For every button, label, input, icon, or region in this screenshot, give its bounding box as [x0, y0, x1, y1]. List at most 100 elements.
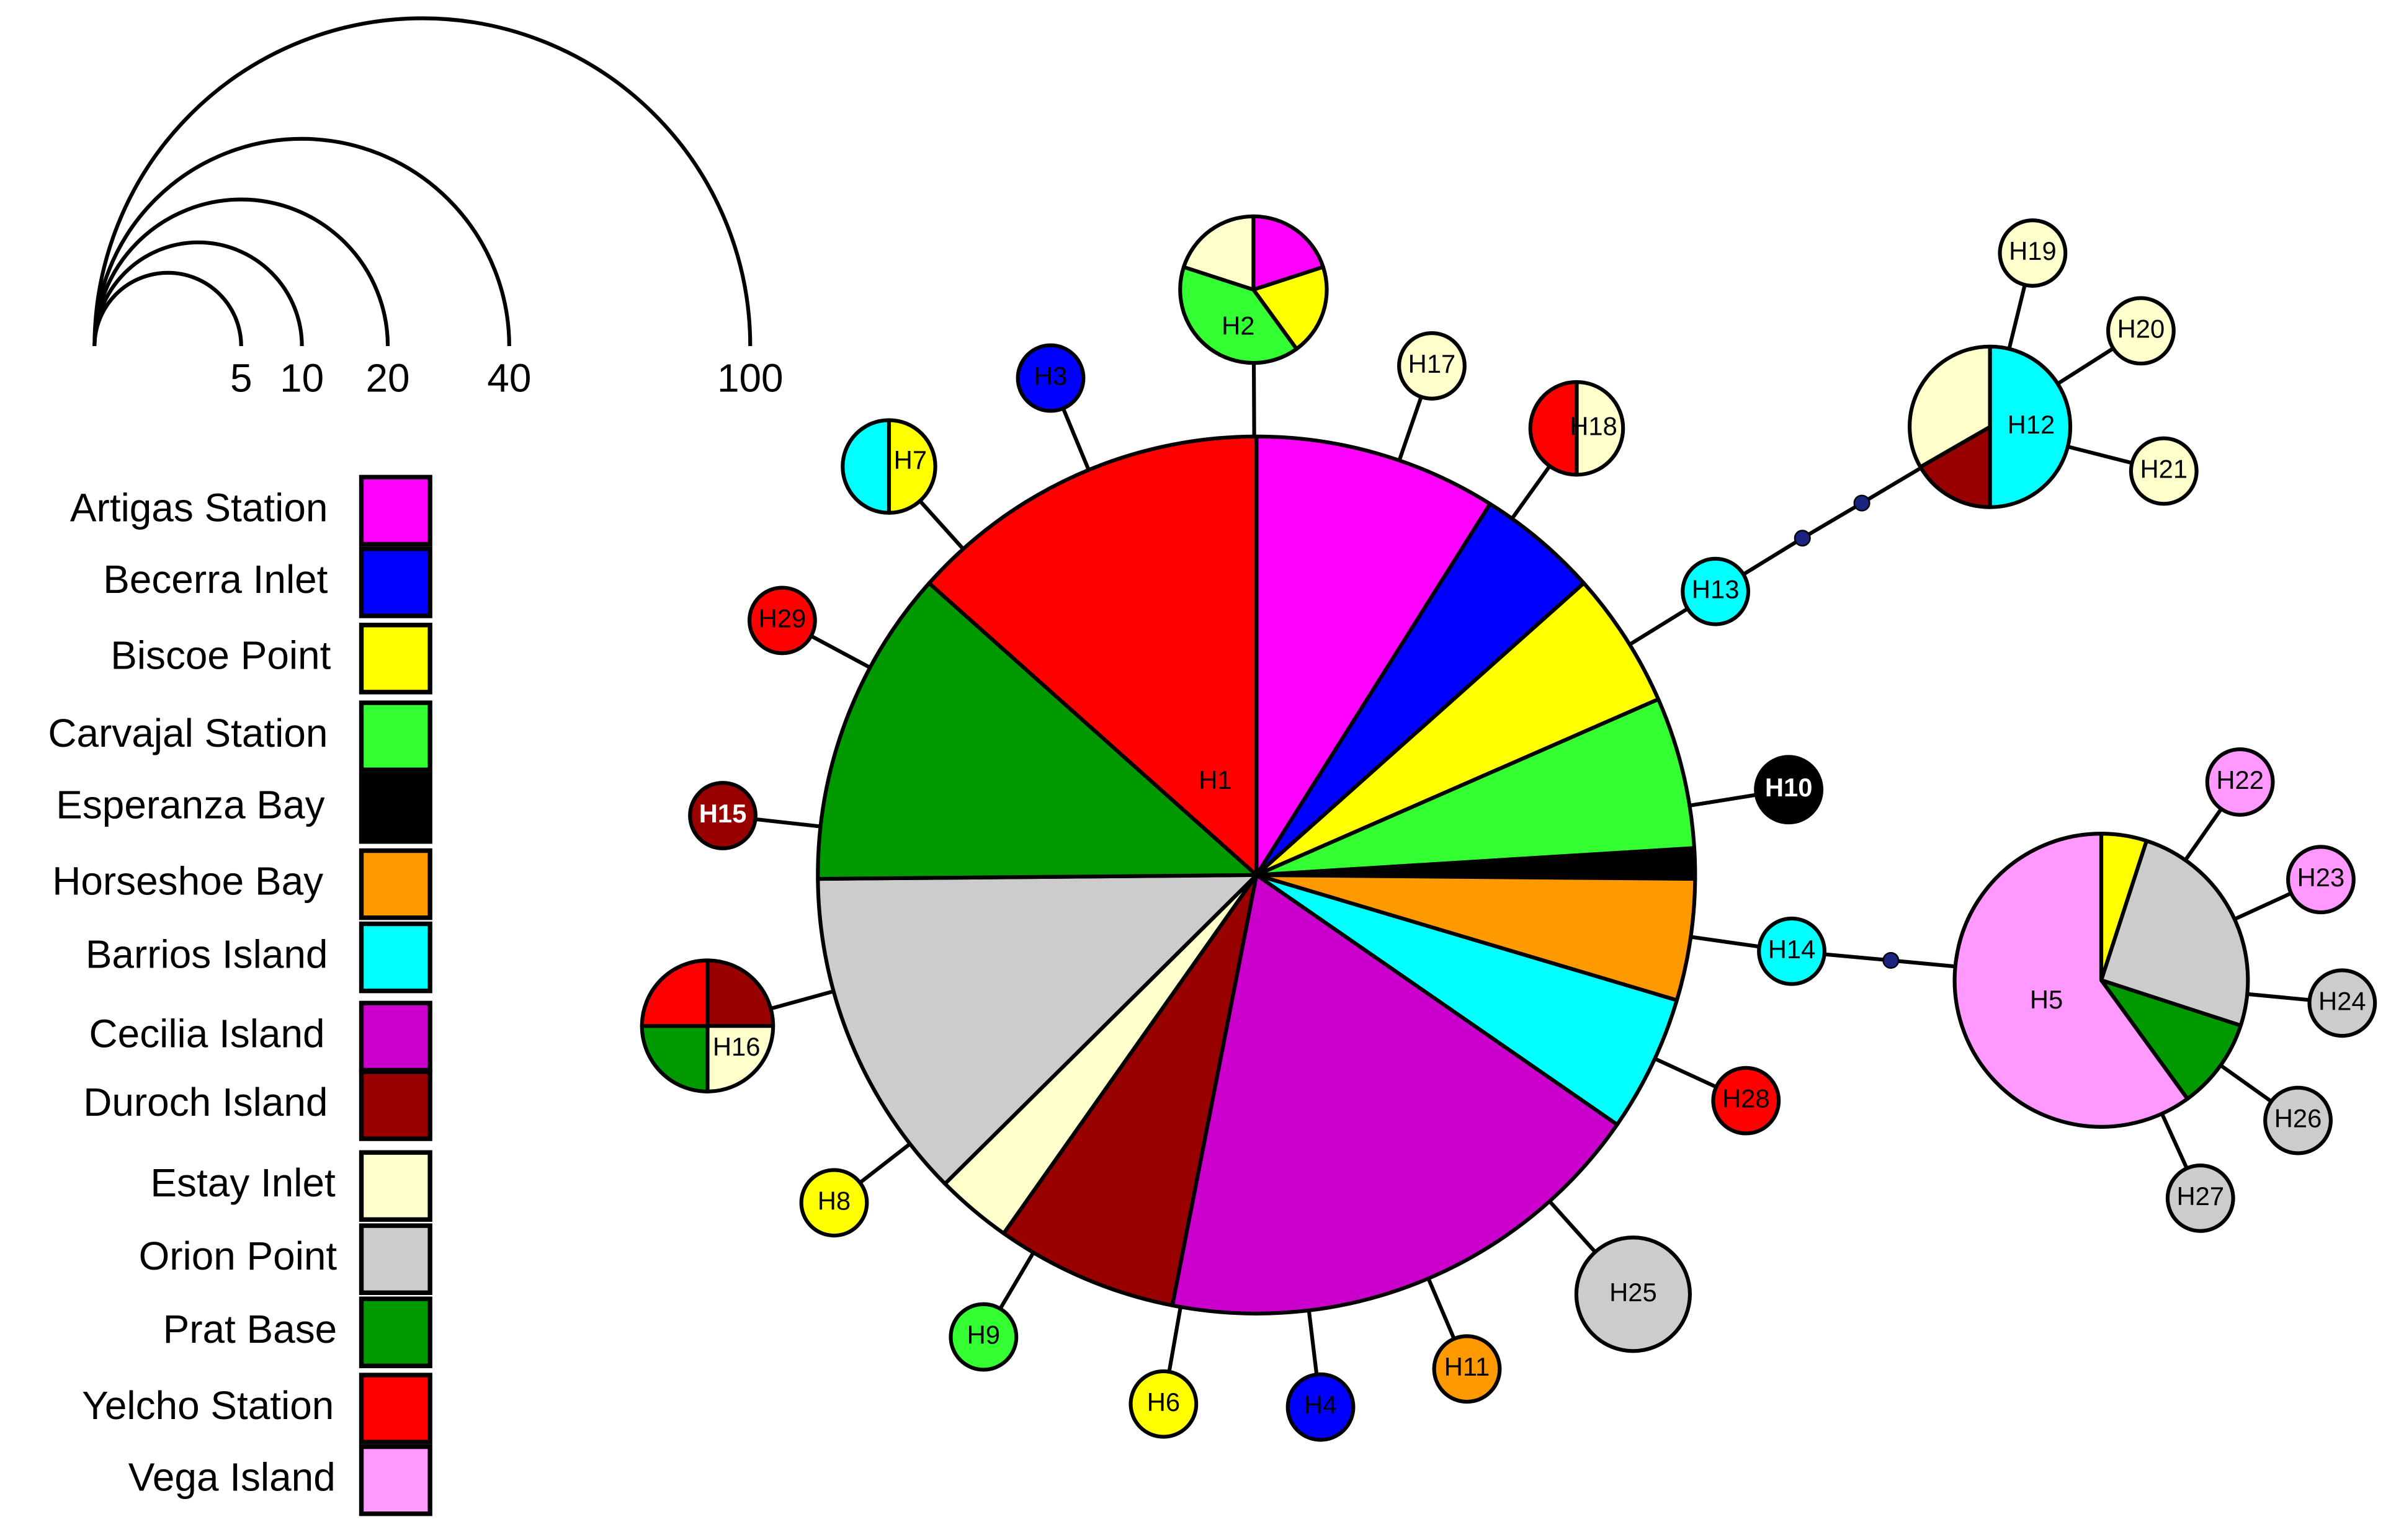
haplotype-label: H2: [1222, 311, 1254, 340]
haplotype-label: H15: [699, 799, 747, 828]
haplotype-slice: [1397, 331, 1467, 401]
haplotype-slice: [640, 1024, 710, 1093]
legend-label: Barrios Island: [86, 932, 328, 976]
haplotype-label: H21: [2140, 455, 2188, 484]
haplotype-slice: [1918, 425, 1992, 509]
legend-swatch: [359, 1296, 432, 1368]
haplotype-label: H18: [1570, 412, 1617, 441]
haplotype-slice: [816, 873, 1259, 1186]
legend-label: Prat Base: [163, 1307, 337, 1351]
haplotype-slice: [1254, 873, 1679, 1127]
nodes: H1 H2 H3 H4 H5 H6 H7 H8 H9 H10 H11 H12 H13 H14 H15 H16 H…: [640, 214, 2377, 1442]
haplotype-slice: [2165, 1164, 2235, 1233]
haplotype-slice: [2263, 1085, 2333, 1155]
haplotype-slice: [1181, 214, 1256, 292]
median-vector: [1882, 951, 1900, 969]
legend-swatch: [359, 1069, 432, 1141]
haplotype-label: H12: [2008, 410, 2055, 439]
haplotype-slice: [2099, 978, 2243, 1101]
haplotype-label: H5: [2030, 985, 2063, 1014]
haplotype-slice: [1432, 1334, 1502, 1404]
haplotype-slice: [2106, 296, 2176, 366]
haplotype-slice: [816, 581, 1259, 881]
haplotype-label: H7: [894, 445, 927, 474]
size-scale: 5 10 20 40 100: [92, 16, 784, 400]
haplotype-label: H19: [2009, 236, 2057, 265]
haplotype-label: H23: [2297, 863, 2345, 892]
legend-label: Estay Inlet: [150, 1160, 336, 1205]
haplotype-slice: [927, 434, 1259, 877]
legend-swatch: [359, 623, 432, 695]
haplotype-slice: [2129, 436, 2199, 506]
legend-label: Vega Island: [128, 1455, 336, 1500]
haplotype-label: H1: [1199, 765, 1231, 794]
scale-arc: [92, 240, 304, 346]
haplotype-slice: [747, 585, 817, 656]
haplotype-label: H17: [1408, 349, 1456, 378]
haplotype-slice: [2099, 839, 2250, 1028]
haplotype-label: H25: [1609, 1278, 1657, 1307]
haplotype-slice: [799, 1168, 869, 1238]
haplotype-label: H13: [1692, 575, 1740, 604]
scale-arc: [92, 197, 390, 346]
haplotype-slice: [1178, 265, 1298, 365]
haplotype-label: H9: [967, 1320, 1000, 1350]
legend-swatch: [359, 1444, 432, 1516]
haplotype-slice: [2286, 845, 2356, 915]
haplotype-slice: [887, 418, 937, 515]
legend-swatch: [359, 921, 432, 994]
scale-arc: [92, 270, 243, 346]
scale-label: 10: [280, 355, 324, 400]
legend-swatch: [359, 1150, 432, 1222]
legend-label: Cecilia Island: [89, 1011, 325, 1056]
haplotype-slice: [1251, 265, 1329, 351]
haplotype-slice: [1254, 434, 1492, 877]
legend-swatch: [359, 700, 432, 772]
haplotype-slice: [1254, 502, 1586, 877]
scale-arc: [92, 136, 511, 346]
scale-arc: [92, 16, 753, 346]
scale-label: 100: [717, 355, 784, 400]
haplotype-slice: [1757, 916, 1826, 986]
haplotype-slice: [2307, 968, 2377, 1038]
haplotype-slice: [1016, 343, 1086, 413]
haplotype-slice: [688, 781, 758, 850]
haplotype-label: H28: [1722, 1084, 1770, 1113]
scale-label: 40: [487, 355, 531, 400]
legend-label: Horseshoe Bay: [52, 858, 323, 903]
haplotype-slice: [1754, 755, 1824, 825]
haplotype-slice: [1952, 832, 2189, 1129]
haplotype-slice: [1998, 218, 2068, 288]
legend-label: Becerra Inlet: [103, 557, 328, 602]
haplotype-slice: [1681, 556, 1751, 626]
legend-swatch: [359, 1373, 432, 1444]
legend-swatch: [359, 1223, 432, 1296]
haplotype-slice: [1170, 873, 1619, 1315]
haplotype-slice: [1254, 581, 1661, 877]
legend-label: Orion Point: [139, 1234, 337, 1278]
legend-swatch: [359, 772, 432, 844]
haplotype-slice: [1001, 873, 1259, 1307]
haplotype-slice: [841, 418, 892, 515]
haplotype-slice: [1285, 1372, 1356, 1442]
haplotype-label: H14: [1768, 935, 1816, 964]
haplotype-slice: [1528, 380, 1579, 477]
haplotype-slice: [949, 1302, 1019, 1372]
haplotype-label: H29: [759, 603, 807, 633]
haplotype-slice: [640, 958, 710, 1028]
haplotype-slice: [2205, 747, 2275, 817]
legend-swatch: [359, 1000, 432, 1073]
haplotype-slice: [1575, 380, 1625, 477]
haplotype-label: H26: [2274, 1104, 2322, 1133]
legend-swatch: [359, 546, 432, 618]
legend-label: Duroch Island: [83, 1080, 328, 1124]
haplotype-slice: [1711, 1066, 1781, 1136]
scale-label: 5: [230, 355, 253, 400]
haplotype-slice: [1128, 1369, 1199, 1439]
haplotype-label: H27: [2176, 1182, 2224, 1211]
haplotype-label: H24: [2318, 986, 2366, 1015]
haplotype-label: H11: [1444, 1352, 1490, 1381]
haplotype-slice: [1574, 1235, 1692, 1353]
haplotype-label: H22: [2216, 765, 2264, 794]
